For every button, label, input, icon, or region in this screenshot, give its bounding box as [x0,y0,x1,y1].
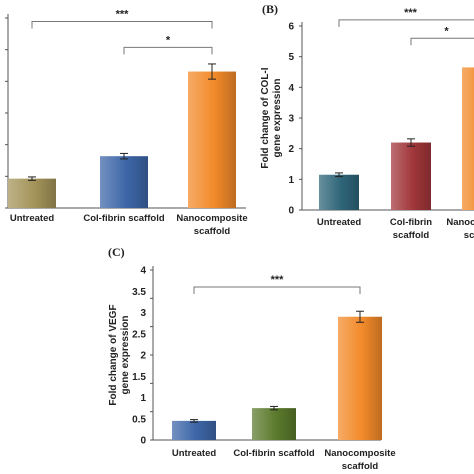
category-label: Nanocomposite [446,217,474,228]
significance-label: *** [271,274,285,286]
significance-label: *** [116,8,130,20]
y-tick-label: 0 [288,206,294,217]
panel-c-chart: 0 0.5 1 1.5 2 2.5 3 3.5 4 Untreated Col-fibrin sca… [108,245,396,472]
y-axis-title: Fold change of COL-I [260,67,271,168]
y-tick-label: 1.5 [132,372,146,383]
panel-a-chart: Untreated Col-fibrin scaffold Nanocomposit… [5,8,248,237]
bar-1 [8,178,56,208]
y-tick-label: 4 [140,266,146,277]
category-label: Untreated [317,217,362,228]
significance-bracket [193,286,361,294]
category-label: Nanocomposite [324,448,395,459]
y-axis-title: gene expression [120,316,131,395]
y-tick-label: 2.5 [132,329,146,340]
y-tick-label: 5 [288,52,294,63]
bar-2 [252,408,296,440]
category-label: Col-fibrin scaffold [233,448,314,459]
y-tick-label: 0.5 [132,414,146,425]
bar-1 [319,174,359,210]
y-axis-title: gene expression [272,79,283,158]
y-tick-label: 2 [288,144,294,155]
category-label: Untreated [172,448,217,459]
significance-label: * [166,34,171,46]
category-label: scaffold [342,461,379,472]
significance-bracket [410,37,474,46]
significance-label: * [444,25,449,37]
bar-3 [462,67,474,211]
y-tick-label: 1 [140,393,146,404]
category-label: Untreated [10,213,55,224]
y-tick-label: 4 [288,83,294,94]
y-tick-label: 3 [140,308,146,319]
significance-bracket [123,46,213,55]
category-label: scaffold [393,230,430,241]
significance-bracket [338,19,474,27]
y-tick-label: 1 [288,175,294,186]
y-tick-label: 6 [288,22,294,33]
y-tick-label: 3.5 [132,287,146,298]
significance-label: *** [404,7,418,19]
category-label: Col-fibrin [390,217,432,228]
panel-label: (C) [108,245,125,259]
category-label: Col-fibrin scaffold [83,213,164,224]
bar-1 [172,420,216,440]
significance-bracket [31,20,213,29]
panel-label: (B) [262,2,278,16]
panel-b-chart: 0 1 2 3 4 5 6 Untreated Col-fibrin scaffold Nanoco… [260,2,474,241]
y-axis-title: Fold change of VEGF [108,304,119,405]
bar-2 [100,156,148,208]
category-label: scaffold [464,230,474,241]
bar-3 [188,71,236,208]
y-tick-label: 2 [140,351,146,362]
category-label: scaffold [194,226,231,237]
y-tick-label: 3 [288,114,294,125]
category-label: Nanocomposite [176,213,247,224]
y-tick-label: 0 [140,436,146,447]
bar-2 [391,142,431,210]
bar-3 [338,316,382,440]
